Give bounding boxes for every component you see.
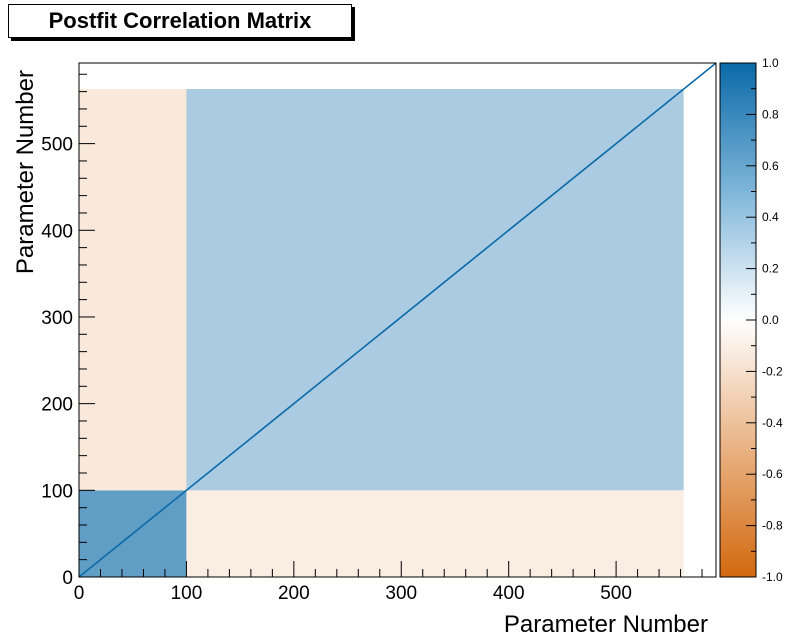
colorbar-tick-label: -0.4 [762, 416, 783, 430]
colorbar-tick-label: 0.2 [762, 262, 779, 276]
y-tick-label: 0 [62, 568, 73, 589]
colorbar-tick-label: 0.8 [762, 107, 779, 121]
x-tick-label: 200 [278, 583, 310, 604]
colorbar-tick-label: 0.4 [762, 210, 779, 224]
x-tick-label: 500 [600, 583, 632, 604]
colorbar: 1.0 0.8 0.6 0.4 0.2 0.0 -0.2 -0.4 -0.6 -0.8 -1.0 [719, 56, 783, 584]
chart-title: Postfit Correlation Matrix [48, 8, 312, 33]
y-tick-label: 500 [41, 135, 73, 156]
x-axis-title: Parameter Number [504, 611, 708, 638]
chart-title-box: Postfit Correlation Matrix [8, 4, 352, 38]
axes: 0 100 200 300 400 500 0 100 200 300 400 500 [41, 73, 703, 604]
diagonal-line [78, 62, 717, 578]
colorbar-tick-label: -1.0 [762, 570, 783, 584]
heatmap-block-2 [186, 490, 684, 577]
heatmap-block-5 [79, 63, 684, 90]
plot-frame [78, 62, 717, 578]
y-tick-label: 100 [41, 481, 73, 502]
x-tick-label: 0 [74, 583, 85, 604]
y-axis-title: Parameter Number [12, 70, 39, 274]
heatmap-block-1 [79, 89, 187, 491]
x-tick-label: 300 [385, 583, 417, 604]
colorbar-tick-label: -0.2 [762, 364, 783, 378]
colorbar-tick-label: 1.0 [762, 56, 779, 70]
heatmap-block-4 [683, 63, 716, 577]
y-tick-label: 200 [41, 395, 73, 416]
colorbar-tick-label: 0.0 [762, 313, 779, 327]
colorbar-tick-label: -0.6 [762, 467, 783, 481]
y-tick-label: 300 [41, 308, 73, 329]
y-tick-label: 400 [41, 221, 73, 242]
x-tick-label: 100 [171, 583, 203, 604]
colorbar-tick-label: -0.8 [762, 519, 783, 533]
colorbar-tick-label: 0.6 [762, 159, 779, 173]
x-tick-label: 400 [493, 583, 525, 604]
heatmap-plot-area [78, 62, 717, 578]
